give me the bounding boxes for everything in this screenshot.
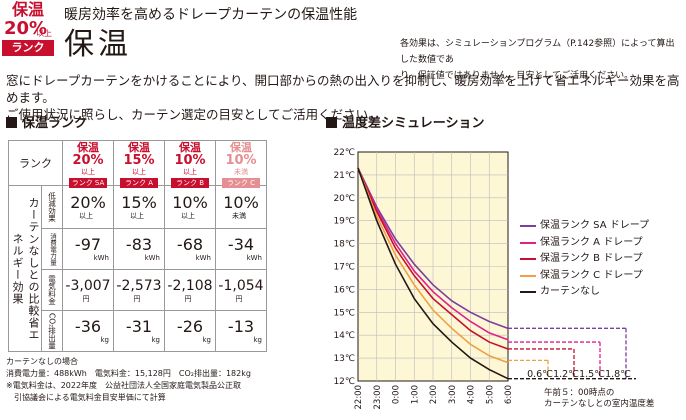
rank-header-c: 保温 10% 未満 ランク C	[215, 140, 267, 188]
x-tick-label: 23:00	[373, 385, 383, 410]
badge-rank: ランク SA	[2, 40, 54, 70]
x-tick-label: 2:00	[429, 385, 439, 404]
badge-suffix: 以上	[36, 29, 52, 38]
sim-section-heading: 温度差シミュレーション	[326, 116, 484, 132]
chart-caption: 午前５：00時点の カーテンなしとの室内温度差	[544, 388, 654, 410]
table-cell: -13 kg	[215, 310, 267, 352]
table-cell: -2,573 円	[113, 269, 165, 311]
chart-axes: 12℃ 13℃ 14℃ 15℃ 16℃ 17℃ 18℃ 19℃ 20℃ 21℃ 22℃ 22:00 23…	[333, 148, 514, 410]
rank-header-b: 保温 10% 以上 ランク B	[164, 140, 216, 188]
badge-percent: 20%	[4, 18, 48, 39]
x-tick-label: 6:00	[504, 385, 514, 404]
legend-swatch	[520, 291, 536, 294]
legend-label: 保温ランク SA ドレープ	[540, 220, 650, 231]
page-subtitle: 暖房効率を高めるドレープカーテンの保温性能	[64, 7, 358, 23]
note-line-1: 各効果は、シミュレーションプログラム（P.142参照）によって算出した数値であ	[400, 39, 675, 65]
legend-swatch	[520, 241, 536, 244]
table-cell: -36 kg	[62, 310, 114, 352]
legend-label: 保温ランク C ドレープ	[540, 269, 643, 281]
difference-label: 1.5℃	[579, 369, 605, 380]
table-cell: -68 kWh	[164, 228, 216, 270]
difference-label: 1.2℃	[553, 369, 579, 380]
y-tick-label: 21℃	[333, 171, 355, 181]
table-footnote: カーテンなしの場合 消費電力量：488kWh 電気料金：15,128円 CO₂排…	[6, 356, 306, 404]
page-title: 保温	[64, 27, 132, 62]
chart-series	[357, 167, 509, 380]
legend-swatch	[520, 274, 536, 277]
legend-label: 保温ランク B ドレープ	[540, 253, 643, 264]
footnote-line-3: ※電気料金は、2022年度 公益社団法人全国家庭電気製品公正取	[6, 381, 242, 390]
y-tick-label: 22℃	[333, 148, 355, 158]
y-tick-label: 18℃	[333, 240, 355, 250]
note-line-2: り、保証値ではありません。目安としてご活用ください。	[400, 71, 634, 81]
badge-title: 保温	[11, 0, 44, 19]
series-line	[357, 167, 509, 380]
comparison-side-label: カーテンなしとの比較省エネルギー効果	[8, 185, 42, 352]
intro-line-1: 窓にドレープカーテンをかけることにより、開口部からの熱の出入りを抑制し、暖房効率…	[6, 73, 680, 105]
series-line	[357, 167, 509, 350]
series-line	[357, 167, 509, 330]
square-bullet-icon	[6, 117, 17, 128]
footnote-line-1: カーテンなしの場合	[6, 357, 78, 366]
intro-line-2: ご使用状況に照らし、カーテン選定の目安としてご活用ください。	[6, 107, 381, 122]
rank-table: ランク 保温 20% 以上 ランク SA 保温 15% 以上 ランク A 保温 …	[8, 140, 267, 352]
rank-header-a: 保温 15% 以上 ランク A	[113, 140, 165, 188]
table-cell: -1,054 円	[215, 269, 267, 311]
legend-label: カーテンなし	[540, 286, 600, 297]
intro-text: 窓にドレープカーテンをかけることにより、開口部からの熱の出入りを抑制し、暖房効率…	[6, 72, 682, 123]
difference-labels: 0.6℃ 1.2℃ 1.5℃ 1.8℃	[527, 369, 631, 380]
y-tick-label: 17℃	[333, 263, 355, 273]
table-cell: -34 kWh	[215, 228, 267, 270]
chart-legend: 保温ランク SA ドレープ 保温ランク A ドレープ 保温ランク B ドレープ 保温ラ…	[520, 218, 649, 301]
table-cell: -97 kWh	[62, 228, 114, 270]
series-line	[357, 167, 509, 364]
table-cell: -31 kg	[113, 310, 165, 352]
table-cell: -26 kg	[164, 310, 216, 352]
y-tick-label: 15℃	[333, 308, 355, 318]
x-tick-label: 4:00	[467, 385, 477, 404]
difference-label: 0.6℃	[527, 369, 553, 380]
series-line	[357, 167, 509, 341]
caption-line-2: カーテンなしとの室内温度差	[544, 399, 655, 409]
legend-swatch	[520, 258, 536, 261]
rank-header-sa: 保温 20% 以上 ランク SA	[62, 140, 114, 188]
legend-entry: 保温ランク SA ドレープ	[520, 218, 649, 235]
x-tick-label: 5:00	[485, 385, 495, 404]
legend-swatch	[520, 225, 536, 228]
legend-entry: 保温ランク C ドレープ	[520, 268, 649, 285]
difference-label: 1.8℃	[605, 369, 631, 380]
y-tick-label: 12℃	[333, 377, 355, 387]
square-bullet-icon	[326, 117, 337, 128]
caption-line-1: 午前５：00時点の	[544, 388, 615, 398]
y-tick-label: 13℃	[333, 354, 355, 364]
rank-badge: 保温 20% 以上 ランク SA	[2, 0, 54, 70]
legend-entry: カーテンなし	[520, 284, 649, 301]
footnote-line-4: 引協議会による電気料金目安単価にて計算	[14, 393, 166, 402]
footnote-line-2: 消費電力量：488kWh 電気料金：15,128円 CO₂排出量：182kg	[6, 369, 251, 378]
x-tick-label: 3:00	[448, 385, 458, 404]
plot-area	[357, 151, 509, 382]
table-cell: -3,007 円	[62, 269, 114, 311]
y-tick-label: 20℃	[333, 194, 355, 204]
x-tick-label: 1:00	[410, 385, 420, 404]
y-tick-label: 14℃	[333, 331, 355, 341]
legend-label: 保温ランク A ドレープ	[540, 236, 643, 248]
legend-entry: 保温ランク A ドレープ	[520, 235, 649, 252]
table-cell: 10% 以上	[164, 185, 216, 229]
legend-entry: 保温ランク B ドレープ	[520, 251, 649, 268]
difference-markers	[508, 327, 636, 380]
table-cell: 10% 未満	[215, 185, 267, 229]
y-tick-label: 16℃	[333, 285, 355, 295]
y-tick-label: 19℃	[333, 217, 355, 227]
table-cell: 20% 以上	[62, 185, 114, 229]
table-cell: 15% 以上	[113, 185, 165, 229]
rank-section-heading: 保温ランク	[6, 116, 87, 132]
disclaimer-note: 各効果は、シミュレーションプログラム（P.142参照）によって算出した数値であ …	[400, 36, 680, 84]
x-tick-label: 0:00	[392, 385, 402, 404]
x-tick-label: 22:00	[354, 385, 364, 410]
